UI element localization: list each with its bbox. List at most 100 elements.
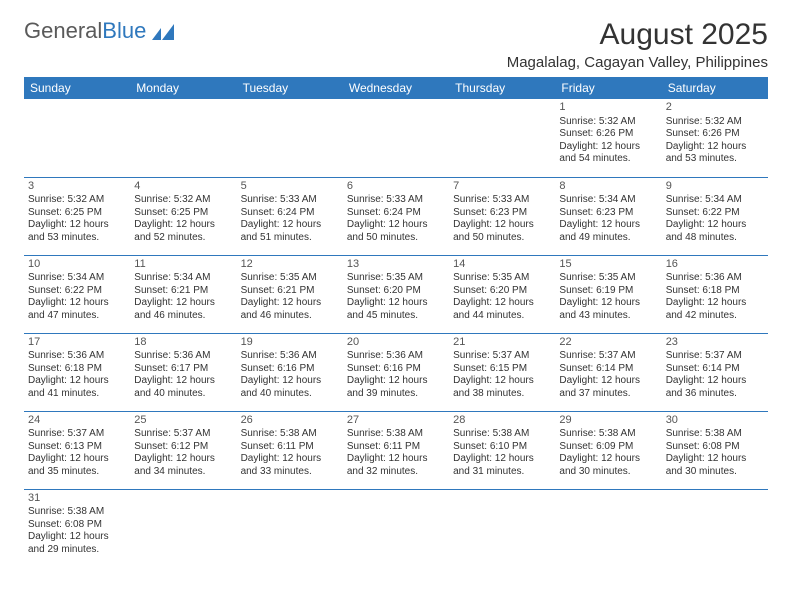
day-header: Monday [130, 77, 236, 99]
day-number: 25 [134, 414, 232, 428]
title-block: August 2025 Magalalag, Cagayan Valley, P… [507, 18, 768, 71]
sunset-line: Sunset: 6:20 PM [453, 285, 551, 298]
sunrise-line: Sunrise: 5:38 AM [666, 428, 764, 441]
daylight-line: Daylight: 12 hours and 46 minutes. [134, 297, 232, 322]
sunrise-line: Sunrise: 5:33 AM [347, 194, 445, 207]
day-number: 3 [28, 180, 126, 194]
calendar-cell: 6Sunrise: 5:33 AMSunset: 6:24 PMDaylight… [343, 177, 449, 255]
sunrise-line: Sunrise: 5:35 AM [559, 272, 657, 285]
logo-text-2: Blue [102, 18, 146, 44]
sunrise-line: Sunrise: 5:32 AM [559, 116, 657, 129]
calendar-table: SundayMondayTuesdayWednesdayThursdayFrid… [24, 77, 768, 567]
calendar-cell: 18Sunrise: 5:36 AMSunset: 6:17 PMDayligh… [130, 333, 236, 411]
calendar-cell: 14Sunrise: 5:35 AMSunset: 6:20 PMDayligh… [449, 255, 555, 333]
day-header: Saturday [662, 77, 768, 99]
daylight-line: Daylight: 12 hours and 47 minutes. [28, 297, 126, 322]
logo: General Blue [24, 18, 178, 44]
day-number: 12 [241, 258, 339, 272]
daylight-line: Daylight: 12 hours and 41 minutes. [28, 375, 126, 400]
daylight-line: Daylight: 12 hours and 37 minutes. [559, 375, 657, 400]
sunset-line: Sunset: 6:16 PM [347, 363, 445, 376]
day-number: 20 [347, 336, 445, 350]
sunrise-line: Sunrise: 5:36 AM [241, 350, 339, 363]
day-number: 22 [559, 336, 657, 350]
daylight-line: Daylight: 12 hours and 49 minutes. [559, 219, 657, 244]
day-number: 29 [559, 414, 657, 428]
daylight-line: Daylight: 12 hours and 36 minutes. [666, 375, 764, 400]
calendar-row: 10Sunrise: 5:34 AMSunset: 6:22 PMDayligh… [24, 255, 768, 333]
day-number: 7 [453, 180, 551, 194]
day-number: 2 [666, 101, 764, 115]
calendar-cell: 10Sunrise: 5:34 AMSunset: 6:22 PMDayligh… [24, 255, 130, 333]
daylight-line: Daylight: 12 hours and 35 minutes. [28, 453, 126, 478]
location: Magalalag, Cagayan Valley, Philippines [507, 54, 768, 71]
sunset-line: Sunset: 6:18 PM [28, 363, 126, 376]
day-number: 16 [666, 258, 764, 272]
day-number: 15 [559, 258, 657, 272]
calendar-row: 31Sunrise: 5:38 AMSunset: 6:08 PMDayligh… [24, 489, 768, 567]
sunrise-line: Sunrise: 5:38 AM [453, 428, 551, 441]
calendar-cell: 8Sunrise: 5:34 AMSunset: 6:23 PMDaylight… [555, 177, 661, 255]
day-number: 27 [347, 414, 445, 428]
sunrise-line: Sunrise: 5:32 AM [666, 116, 764, 129]
daylight-line: Daylight: 12 hours and 48 minutes. [666, 219, 764, 244]
calendar-cell [662, 489, 768, 567]
day-number: 5 [241, 180, 339, 194]
sunrise-line: Sunrise: 5:33 AM [241, 194, 339, 207]
calendar-cell [343, 489, 449, 567]
day-number: 4 [134, 180, 232, 194]
calendar-cell [237, 489, 343, 567]
calendar-row: 1Sunrise: 5:32 AMSunset: 6:26 PMDaylight… [24, 99, 768, 177]
calendar-cell: 21Sunrise: 5:37 AMSunset: 6:15 PMDayligh… [449, 333, 555, 411]
header: General Blue August 2025 Magalalag, Caga… [24, 18, 768, 71]
sunset-line: Sunset: 6:21 PM [241, 285, 339, 298]
sunrise-line: Sunrise: 5:36 AM [28, 350, 126, 363]
daylight-line: Daylight: 12 hours and 44 minutes. [453, 297, 551, 322]
sunset-line: Sunset: 6:08 PM [666, 441, 764, 454]
sunrise-line: Sunrise: 5:34 AM [134, 272, 232, 285]
sunset-line: Sunset: 6:15 PM [453, 363, 551, 376]
day-number: 13 [347, 258, 445, 272]
daylight-line: Daylight: 12 hours and 45 minutes. [347, 297, 445, 322]
daylight-line: Daylight: 12 hours and 50 minutes. [453, 219, 551, 244]
calendar-cell: 23Sunrise: 5:37 AMSunset: 6:14 PMDayligh… [662, 333, 768, 411]
sunset-line: Sunset: 6:26 PM [559, 128, 657, 141]
daylight-line: Daylight: 12 hours and 46 minutes. [241, 297, 339, 322]
daylight-line: Daylight: 12 hours and 30 minutes. [666, 453, 764, 478]
sunset-line: Sunset: 6:23 PM [559, 207, 657, 220]
calendar-cell: 16Sunrise: 5:36 AMSunset: 6:18 PMDayligh… [662, 255, 768, 333]
sunset-line: Sunset: 6:09 PM [559, 441, 657, 454]
day-number: 17 [28, 336, 126, 350]
calendar-cell [237, 99, 343, 177]
calendar-cell [130, 489, 236, 567]
sunset-line: Sunset: 6:17 PM [134, 363, 232, 376]
calendar-cell: 3Sunrise: 5:32 AMSunset: 6:25 PMDaylight… [24, 177, 130, 255]
day-number: 23 [666, 336, 764, 350]
daylight-line: Daylight: 12 hours and 43 minutes. [559, 297, 657, 322]
sunset-line: Sunset: 6:25 PM [134, 207, 232, 220]
sunset-line: Sunset: 6:13 PM [28, 441, 126, 454]
daylight-line: Daylight: 12 hours and 53 minutes. [666, 141, 764, 166]
sunrise-line: Sunrise: 5:32 AM [28, 194, 126, 207]
daylight-line: Daylight: 12 hours and 42 minutes. [666, 297, 764, 322]
calendar-cell: 17Sunrise: 5:36 AMSunset: 6:18 PMDayligh… [24, 333, 130, 411]
calendar-cell: 25Sunrise: 5:37 AMSunset: 6:12 PMDayligh… [130, 411, 236, 489]
calendar-cell: 29Sunrise: 5:38 AMSunset: 6:09 PMDayligh… [555, 411, 661, 489]
sunset-line: Sunset: 6:20 PM [347, 285, 445, 298]
logo-text-1: General [24, 18, 102, 44]
day-number: 1 [559, 101, 657, 115]
day-number: 31 [28, 492, 126, 506]
calendar-cell: 28Sunrise: 5:38 AMSunset: 6:10 PMDayligh… [449, 411, 555, 489]
day-number: 26 [241, 414, 339, 428]
calendar-cell: 12Sunrise: 5:35 AMSunset: 6:21 PMDayligh… [237, 255, 343, 333]
calendar-cell: 22Sunrise: 5:37 AMSunset: 6:14 PMDayligh… [555, 333, 661, 411]
calendar-cell [130, 99, 236, 177]
day-number: 11 [134, 258, 232, 272]
calendar-cell [343, 99, 449, 177]
sunset-line: Sunset: 6:08 PM [28, 519, 126, 532]
sunrise-line: Sunrise: 5:36 AM [134, 350, 232, 363]
sunset-line: Sunset: 6:25 PM [28, 207, 126, 220]
sunrise-line: Sunrise: 5:33 AM [453, 194, 551, 207]
calendar-cell: 24Sunrise: 5:37 AMSunset: 6:13 PMDayligh… [24, 411, 130, 489]
calendar-cell [449, 99, 555, 177]
